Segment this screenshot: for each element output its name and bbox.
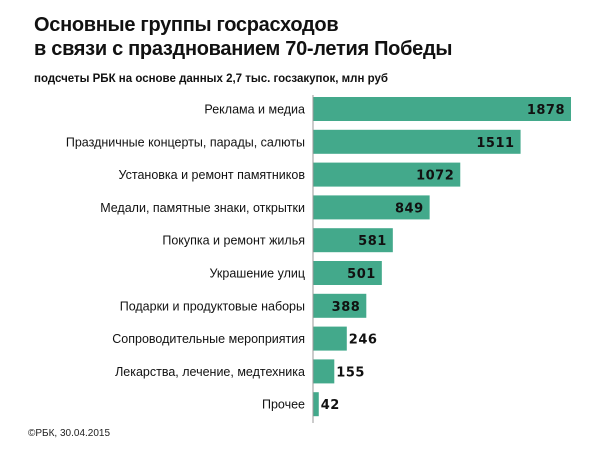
value-label: 1878: [527, 103, 565, 118]
category-label: Медали, памятные знаки, открытки: [100, 201, 305, 215]
category-label: Покупка и ремонт жилья: [162, 234, 305, 248]
category-label: Реклама и медиа: [204, 103, 305, 117]
value-label: 388: [332, 300, 361, 315]
value-label: 581: [358, 234, 387, 249]
category-label: Праздничные концерты, парады, салюты: [66, 135, 305, 149]
bar: [313, 261, 382, 285]
value-label: 1511: [476, 136, 514, 151]
bar: [313, 359, 335, 384]
category-label: Подарки и продуктовые наборы: [120, 299, 305, 313]
bar: [313, 326, 347, 351]
category-label: Прочее: [262, 398, 305, 412]
category-label: Установка и ремонт памятников: [119, 168, 306, 182]
value-label: 42: [321, 398, 340, 413]
bar: [313, 392, 319, 417]
value-label: 246: [349, 333, 378, 348]
chart-title-line-1: Основные группы госрасходов: [34, 14, 339, 36]
category-label: Сопроводительные мероприятия: [112, 332, 305, 346]
value-label: 501: [347, 267, 376, 282]
category-label: Украшение улиц: [210, 267, 305, 281]
bar: [313, 228, 393, 253]
chart-subtitle: подсчеты РБК на основе данных 2,7 тыс. г…: [34, 73, 388, 85]
value-label: 1072: [416, 169, 454, 184]
bar: [313, 97, 571, 121]
bar: [313, 162, 461, 187]
footer-credit: ©РБК, 30.04.2015: [28, 428, 111, 439]
bar: [313, 195, 430, 220]
bar: [313, 293, 367, 318]
category-label: Лекарства, лечение, медтехника: [115, 365, 305, 379]
value-label: 155: [336, 365, 365, 380]
bar: [313, 129, 521, 154]
value-label: 849: [395, 201, 424, 216]
chart-title-line-2: в связи с празднованием 70-летия Победы: [34, 38, 453, 60]
